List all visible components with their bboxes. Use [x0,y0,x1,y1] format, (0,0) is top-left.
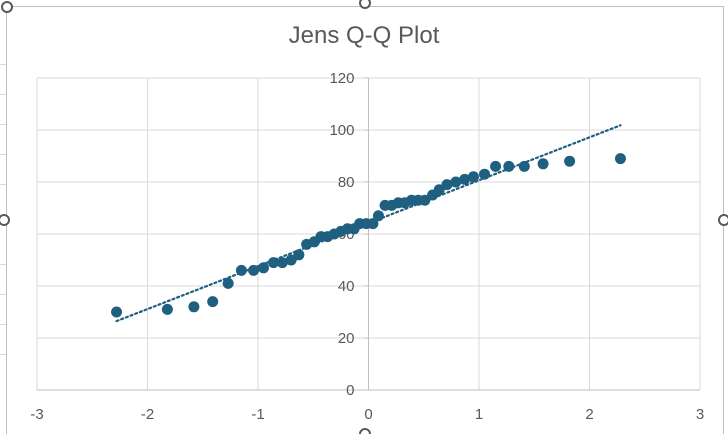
resize-handle-bottom[interactable] [359,428,371,434]
data-point [564,155,576,167]
resize-handle-left[interactable] [0,214,10,226]
resize-handle-top-left[interactable] [1,1,13,13]
y-tick-label: 40 [338,278,355,295]
sheet-gridline [0,354,8,355]
x-tick-label: -2 [141,406,154,423]
chart-title: Jens Q-Q Plot [288,22,440,49]
data-points [111,153,626,318]
sheet-gridline [0,124,8,125]
sheet-gridline [0,64,8,65]
data-point [614,153,626,165]
data-point [285,254,297,266]
data-point [248,264,260,276]
resize-handle-right[interactable] [718,214,728,226]
y-tick-label: 80 [338,174,355,191]
data-point [293,249,305,261]
data-point [235,264,247,276]
data-point [372,210,384,222]
data-point [161,303,173,315]
data-point [459,173,471,185]
sheet-gridline [0,184,8,185]
x-tick-label: -3 [30,406,43,423]
sheet-gridline [0,324,8,325]
data-point [537,158,549,170]
data-point [490,160,502,172]
data-point [450,176,462,188]
y-tick-label: 20 [338,330,355,347]
sheet-gridline [0,154,8,155]
y-tick-label: 100 [329,122,354,139]
data-point [518,160,530,172]
x-tick-label: 3 [696,406,704,423]
data-point [433,184,445,196]
data-point [207,296,219,308]
data-point [503,160,515,172]
sheet-gridline [0,294,8,295]
data-point [367,218,379,230]
x-tick-label: 1 [475,406,483,423]
y-tick-label: 0 [346,382,354,399]
x-tick-label: -1 [251,406,264,423]
grid-lines [36,77,701,391]
data-point [479,168,491,180]
sheet-gridline [0,94,8,95]
y-tick-label: 120 [329,70,354,87]
data-point [267,257,279,269]
data-point [276,257,288,269]
resize-handle-top[interactable] [359,0,371,9]
x-tick-label: 2 [585,406,593,423]
data-point [258,262,270,274]
x-tick-label: 0 [364,406,372,423]
data-point [188,301,200,313]
data-point [222,277,234,289]
data-point [441,179,453,191]
data-point [111,306,123,318]
sheet-gridline [0,264,8,265]
data-point [419,194,431,206]
data-point [467,171,479,183]
